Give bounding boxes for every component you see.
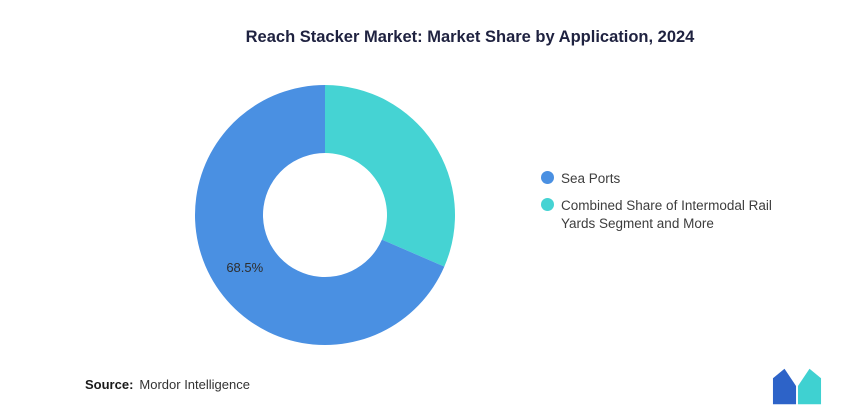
donut-chart: 68.5% (190, 80, 460, 350)
legend-label-sea-ports: Sea Ports (561, 171, 621, 186)
legend-dot-icon (541, 171, 554, 184)
legend: Sea Ports Combined Share of Intermodal R… (541, 170, 791, 232)
source-value: Mordor Intelligence (139, 377, 250, 392)
legend-item-sea-ports[interactable]: Sea Ports (541, 170, 791, 188)
donut-slice[interactable] (195, 85, 445, 345)
donut-svg: 68.5% (195, 85, 456, 345)
slice-data-label: 68.5% (226, 260, 263, 275)
logo-right-shape (797, 368, 822, 405)
legend-marker-intermodal-rail (541, 197, 554, 211)
source-line: Source: Mordor Intelligence (85, 377, 250, 392)
legend-dot-icon (541, 197, 554, 211)
chart-title: Reach Stacker Market: Market Share by Ap… (245, 28, 695, 46)
legend-label-intermodal-rail: Combined Share of Intermodal Rail Yards … (561, 197, 772, 231)
source-label: Source: (85, 377, 134, 392)
legend-marker-sea-ports (541, 171, 554, 184)
legend-item-intermodal-rail[interactable]: Combined Share of Intermodal Rail Yards … (541, 197, 791, 233)
logo-left-shape (772, 368, 797, 405)
mordor-intelligence-logo (772, 368, 822, 405)
donut-slice[interactable] (325, 85, 456, 267)
